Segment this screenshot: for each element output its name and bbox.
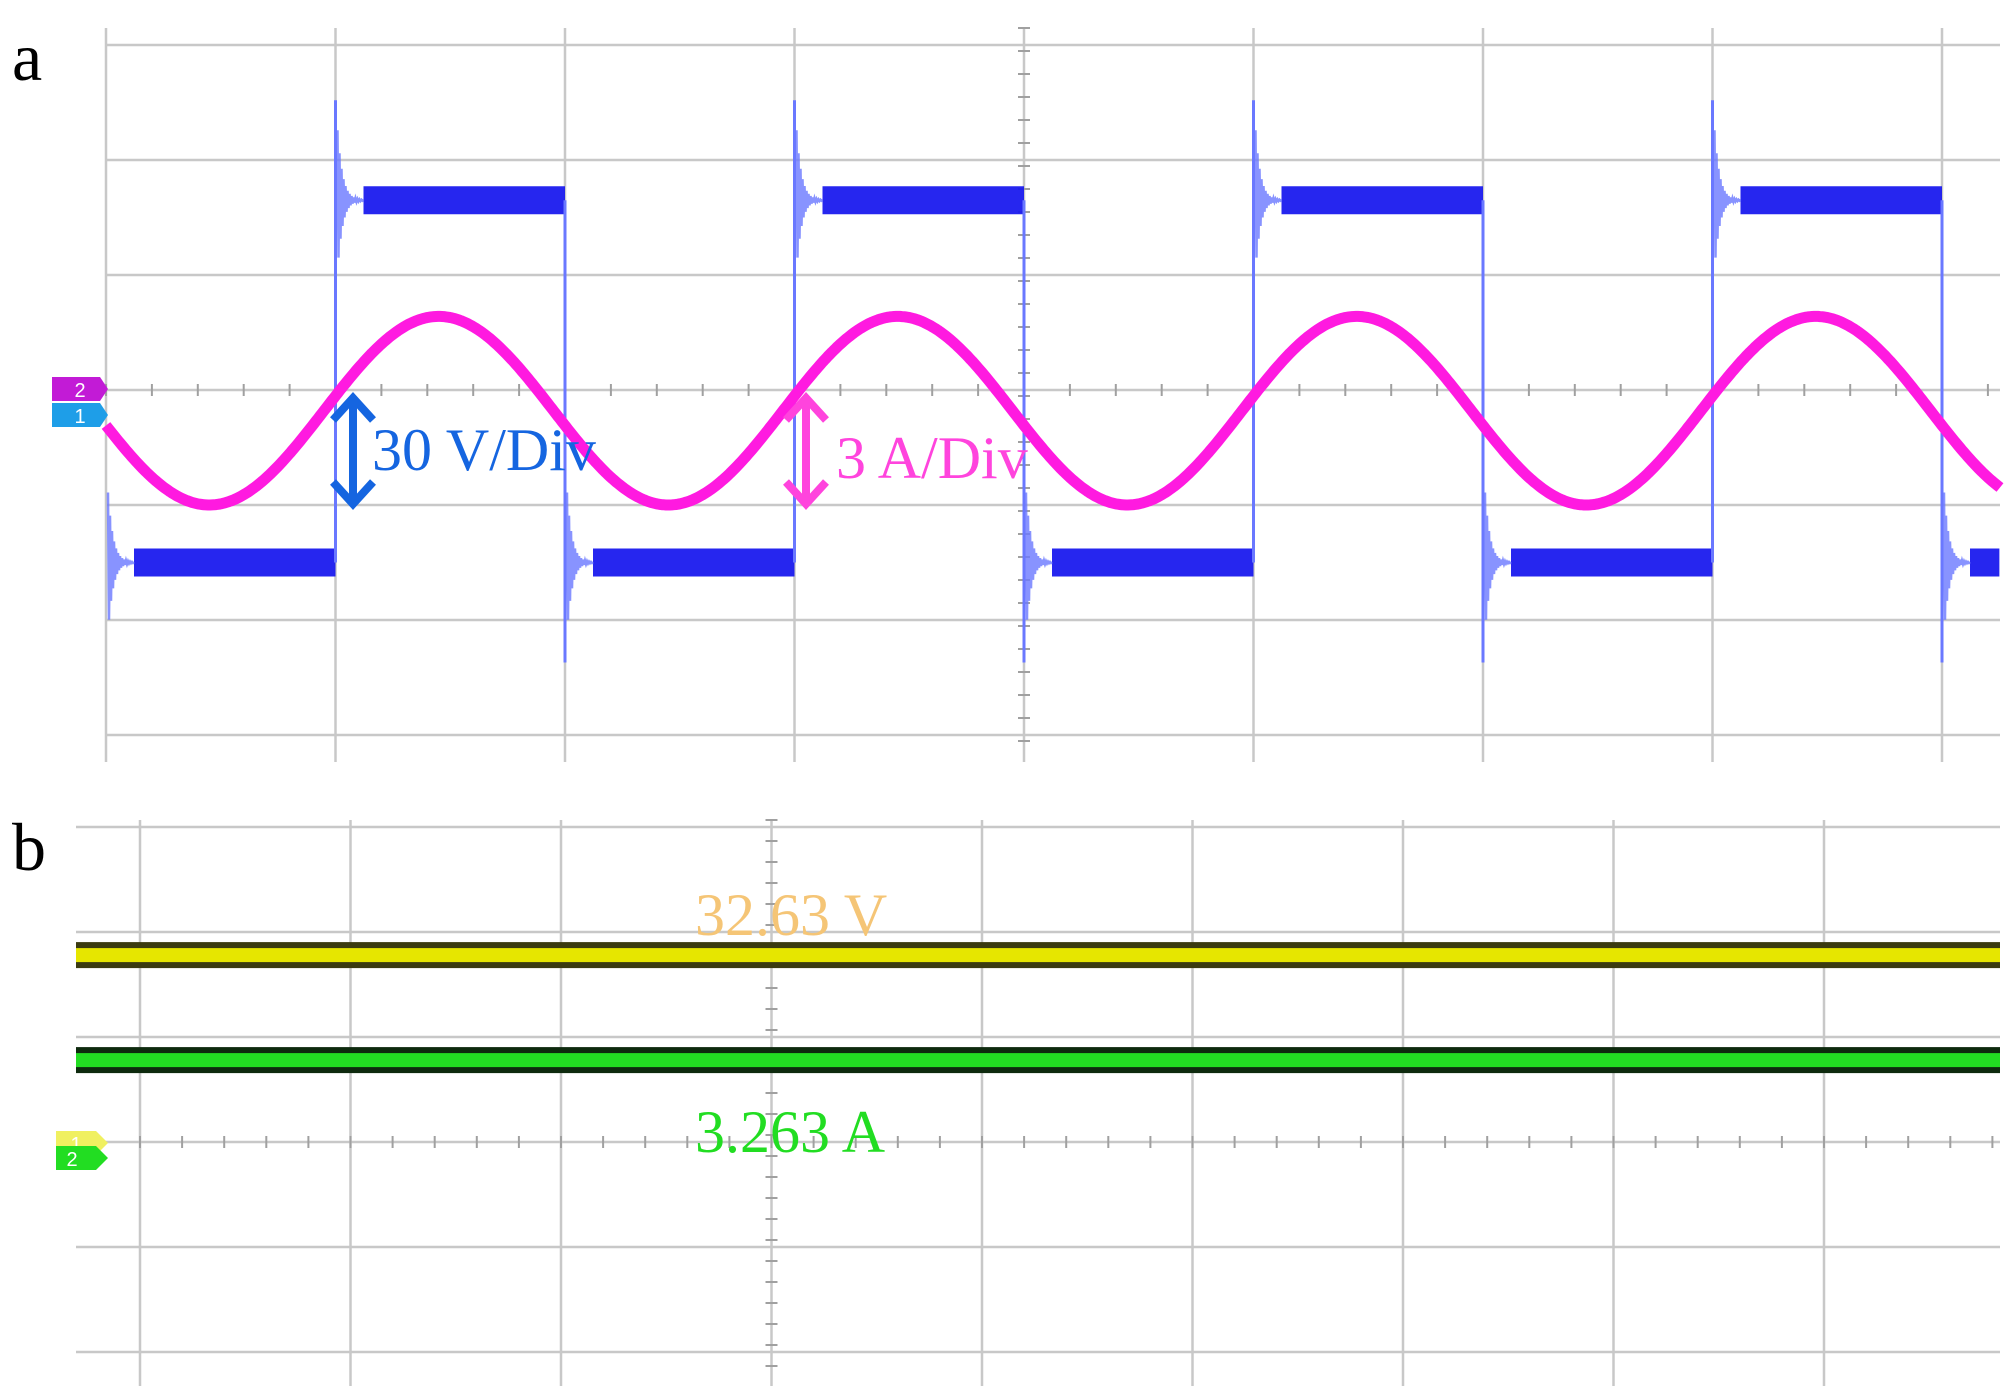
voltage-ringing — [565, 492, 594, 620]
panel-a-annotations: 30 V/Div 3 A/Div — [330, 392, 1028, 510]
voltage-plateau — [1511, 548, 1713, 577]
voltage-plateau — [363, 186, 565, 215]
channel-2-marker: 2 — [56, 1146, 108, 1171]
voltage-plateau — [822, 186, 1024, 215]
voltage-trace — [106, 100, 2000, 663]
voltage-plateau — [593, 548, 795, 577]
trace-line — [76, 948, 2000, 963]
voltage-plateau — [1970, 548, 2000, 577]
voltage-ringing — [106, 492, 135, 620]
channel-2-marker: 2 — [52, 377, 108, 402]
current-scale-arrow-icon — [783, 392, 829, 510]
current-trace — [101, 310, 2004, 511]
current-scale-label: 3 A/Div — [836, 425, 1028, 491]
panel-b-traces — [76, 942, 2000, 1074]
voltage-ringing — [1483, 492, 1512, 620]
voltage-dc-trace — [76, 942, 2000, 969]
panel-a-channel-markers: 21 — [52, 377, 108, 428]
current-dc-trace — [76, 1047, 2000, 1074]
channel-1-marker: 1 — [52, 403, 108, 428]
current-sine — [101, 310, 2004, 511]
panel-b-channel-markers: 12 — [56, 1131, 108, 1171]
voltage-plateau — [134, 548, 336, 577]
voltage-ringing — [1942, 492, 1971, 620]
panel-label-b: b — [12, 809, 46, 885]
panel-b-grid — [76, 819, 2000, 1386]
voltage-ringing — [1024, 492, 1053, 620]
voltage-scale-label: 30 V/Div — [372, 417, 596, 483]
channel-2-marker-label: 2 — [66, 1149, 77, 1171]
panel-a-traces — [101, 100, 2004, 663]
voltage-scale-arrow-icon — [330, 392, 376, 510]
trace-line — [76, 1053, 2000, 1068]
panel-label-a: a — [12, 19, 42, 95]
voltage-ringing — [1713, 130, 1742, 258]
channel-2-marker-shape — [56, 1146, 108, 1170]
voltage-ringing — [336, 130, 365, 258]
channel-1-marker-label: 1 — [74, 406, 85, 428]
channel-2-marker-label: 2 — [74, 380, 85, 402]
panel-a: a 21 30 V/Div 3 A/Div — [12, 19, 2004, 762]
channel-2-marker-shape — [52, 377, 108, 401]
voltage-ringing — [795, 130, 824, 258]
voltage-plateau — [1281, 186, 1483, 215]
voltage-plateau — [1740, 186, 1942, 215]
voltage-plateau — [1052, 548, 1254, 577]
channel-1-marker-label: 1 — [70, 1134, 81, 1156]
voltage-ringing — [1254, 130, 1283, 258]
voltage-readout: 32.63 V — [695, 882, 887, 948]
channel-1-marker-shape — [52, 403, 108, 427]
current-readout: 3.263 A — [695, 1099, 885, 1165]
panel-b: b 12 32.63 V 3.263 A — [12, 809, 2000, 1386]
